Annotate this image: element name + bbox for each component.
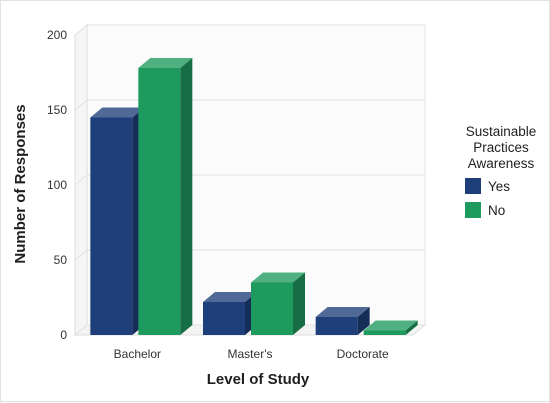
legend-title-line-3: Awareness bbox=[468, 156, 535, 171]
y-axis-title: Number of Responses bbox=[12, 104, 29, 263]
bar bbox=[315, 307, 370, 335]
gridline bbox=[74, 324, 425, 336]
bar-side bbox=[405, 320, 418, 335]
y-tick-label: 0 bbox=[60, 328, 67, 342]
bar-top bbox=[203, 292, 257, 302]
gridline bbox=[74, 249, 425, 261]
legend-swatch-yes bbox=[465, 178, 481, 194]
bar-front bbox=[251, 282, 293, 335]
bar bbox=[203, 292, 257, 335]
legend-title-line-2: Practices bbox=[473, 140, 529, 155]
y-tick-label: 150 bbox=[47, 103, 67, 117]
x-tick-labels: Bachelor Master's Doctorate bbox=[114, 347, 389, 361]
legend-swatch-no bbox=[465, 202, 481, 218]
bar bbox=[363, 320, 418, 335]
bars-layer bbox=[90, 58, 418, 335]
legend-label-yes: Yes bbox=[488, 179, 510, 194]
gridline bbox=[74, 174, 425, 186]
y-tick-label: 50 bbox=[54, 253, 68, 267]
bar bbox=[138, 58, 193, 335]
bar-side bbox=[357, 307, 370, 335]
bar-front bbox=[203, 302, 245, 335]
bar-side bbox=[293, 272, 305, 335]
legend: Sustainable Practices Awareness Yes No bbox=[465, 124, 536, 218]
x-tick-label: Bachelor bbox=[114, 347, 161, 361]
legend-title-line-1: Sustainable bbox=[466, 124, 537, 139]
legend-label-no: No bbox=[488, 203, 505, 218]
bar-top bbox=[315, 307, 370, 317]
x-tick-label: Doctorate bbox=[337, 347, 389, 361]
y-tick-label: 200 bbox=[47, 28, 67, 42]
bar bbox=[251, 272, 305, 335]
bar-top bbox=[138, 58, 193, 68]
y-tick-label: 100 bbox=[47, 178, 67, 192]
bar-top bbox=[363, 320, 418, 331]
x-axis-title: Level of Study bbox=[207, 371, 310, 388]
x-tick-label: Master's bbox=[228, 347, 273, 361]
y-tick-labels: 0 50 100 150 200 bbox=[47, 28, 67, 342]
bar bbox=[90, 107, 145, 335]
gridline bbox=[74, 99, 425, 111]
bar-top bbox=[90, 107, 145, 118]
bar-top bbox=[251, 272, 305, 283]
bar-front bbox=[90, 117, 133, 335]
bar-front bbox=[315, 317, 358, 335]
bar-front bbox=[363, 330, 406, 335]
gridline bbox=[74, 24, 425, 36]
bar-side bbox=[180, 58, 193, 335]
bar-front bbox=[138, 68, 181, 335]
